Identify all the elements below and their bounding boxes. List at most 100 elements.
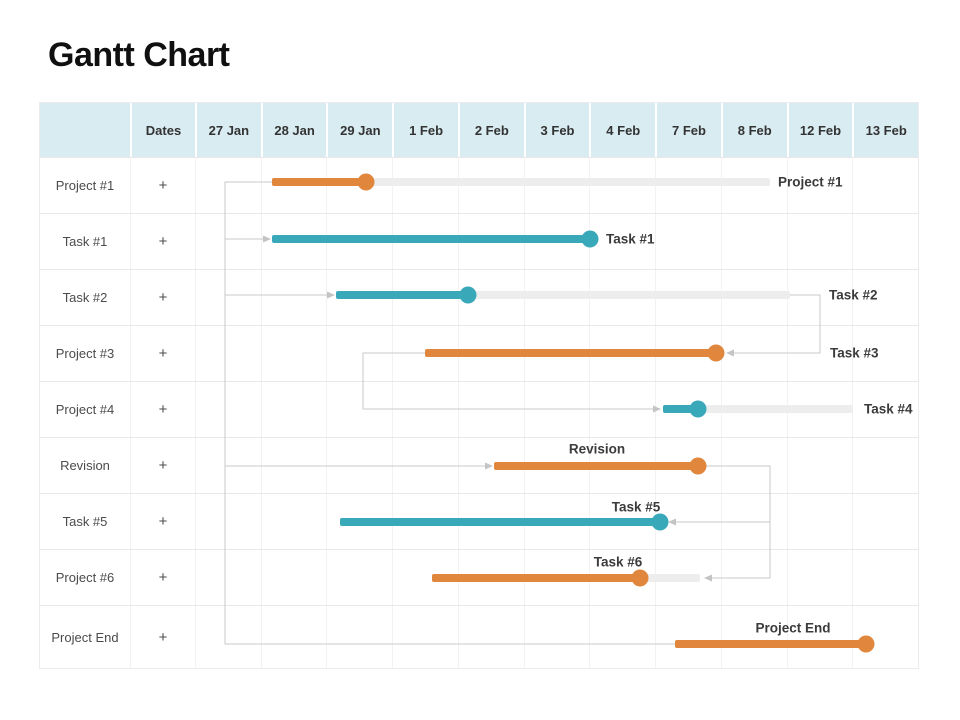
table-header-row: Dates 27 Jan 28 Jan 29 Jan 1 Feb 2 Feb 3 Feb 4… bbox=[40, 103, 918, 157]
grid-cell bbox=[326, 326, 392, 381]
grid-cell bbox=[195, 158, 261, 213]
grid-cell bbox=[392, 326, 458, 381]
grid-cell bbox=[720, 606, 787, 668]
table-row-project-1: Project #1 + bbox=[40, 157, 918, 213]
grid-cell bbox=[392, 382, 458, 437]
expand-button[interactable]: + bbox=[158, 289, 168, 306]
row-dates-cell: + bbox=[130, 382, 195, 437]
table-row-task-2: Task #2 + bbox=[40, 269, 918, 325]
grid-cell bbox=[786, 382, 853, 437]
grid-cell bbox=[523, 494, 590, 549]
expand-button[interactable]: + bbox=[158, 628, 168, 646]
row-label: Project #1 bbox=[55, 178, 115, 193]
grid-cell bbox=[260, 550, 327, 605]
column-header-7-feb: 7 Feb bbox=[655, 103, 721, 157]
expand-button[interactable]: + bbox=[158, 513, 168, 530]
grid-cell bbox=[589, 270, 655, 325]
row-dates-cell: + bbox=[130, 606, 195, 668]
grid-cell bbox=[392, 270, 458, 325]
grid-cell bbox=[655, 326, 721, 381]
grid-cell bbox=[852, 326, 918, 381]
row-dates-cell: + bbox=[130, 270, 195, 325]
row-label: Project #4 bbox=[55, 402, 115, 417]
grid-cell bbox=[392, 606, 458, 668]
grid-cell bbox=[392, 494, 458, 549]
grid-cell bbox=[852, 606, 918, 668]
grid-cell bbox=[392, 158, 458, 213]
grid-cell bbox=[720, 158, 787, 213]
grid-cell bbox=[195, 438, 261, 493]
grid-cell bbox=[589, 326, 655, 381]
grid-cell bbox=[523, 438, 590, 493]
grid-cell bbox=[786, 270, 853, 325]
grid-cell bbox=[786, 214, 853, 269]
grid-cell bbox=[720, 214, 787, 269]
grid-cell bbox=[326, 438, 392, 493]
grid-cell bbox=[523, 214, 590, 269]
grid-cell bbox=[260, 494, 327, 549]
grid-cell bbox=[655, 270, 721, 325]
grid-cell bbox=[852, 494, 918, 549]
grid-cell bbox=[589, 214, 655, 269]
expand-button[interactable]: + bbox=[158, 177, 168, 194]
grid-cell bbox=[260, 326, 327, 381]
grid-cell bbox=[326, 158, 392, 213]
column-header-29-jan: 29 Jan bbox=[326, 103, 392, 157]
grid-cell bbox=[655, 382, 721, 437]
row-label: Task #5 bbox=[62, 514, 108, 529]
expand-button[interactable]: + bbox=[158, 401, 168, 418]
row-label: Task #2 bbox=[62, 290, 108, 305]
expand-button[interactable]: + bbox=[158, 457, 168, 474]
grid-cell bbox=[589, 382, 655, 437]
grid-cell bbox=[852, 438, 918, 493]
table-row-task-1: Task #1 + bbox=[40, 213, 918, 269]
grid-cell bbox=[457, 382, 524, 437]
row-dates-cell: + bbox=[130, 550, 195, 605]
table-row-project-4: Project #4 + bbox=[40, 381, 918, 437]
column-header-2-feb: 2 Feb bbox=[457, 103, 524, 157]
grid-cell bbox=[260, 606, 327, 668]
dates-header-cell: Dates bbox=[130, 103, 195, 157]
table-body: Project #1 + Task #1 + Task #2 + Project #3 + Pr… bbox=[40, 157, 918, 668]
grid-cell bbox=[457, 550, 524, 605]
expand-button[interactable]: + bbox=[158, 233, 168, 250]
grid-cell bbox=[326, 214, 392, 269]
grid-cell bbox=[260, 438, 327, 493]
grid-cell bbox=[720, 438, 787, 493]
grid-cell bbox=[786, 326, 853, 381]
table-row-revision: Revision + bbox=[40, 437, 918, 493]
grid-cell bbox=[720, 550, 787, 605]
column-header-3-feb: 3 Feb bbox=[523, 103, 590, 157]
table-row-project-end: Project End + bbox=[40, 605, 918, 668]
page-title: Gantt Chart bbox=[48, 36, 230, 74]
grid-cell bbox=[852, 158, 918, 213]
row-label: Project #6 bbox=[55, 570, 115, 585]
grid-cell bbox=[195, 270, 261, 325]
grid-cell bbox=[655, 494, 721, 549]
grid-cell bbox=[786, 550, 853, 605]
grid-cell bbox=[195, 606, 261, 668]
expand-button[interactable]: + bbox=[158, 345, 168, 362]
grid-cell bbox=[457, 606, 524, 668]
row-dates-cell: + bbox=[130, 158, 195, 213]
grid-cell bbox=[720, 382, 787, 437]
grid-cell bbox=[195, 326, 261, 381]
grid-cell bbox=[523, 606, 590, 668]
grid-cell bbox=[589, 494, 655, 549]
column-header-4-feb: 4 Feb bbox=[589, 103, 655, 157]
grid-cell bbox=[523, 158, 590, 213]
grid-cell bbox=[589, 158, 655, 213]
grid-cell bbox=[457, 438, 524, 493]
grid-cell bbox=[326, 270, 392, 325]
grid-cell bbox=[523, 550, 590, 605]
grid-cell bbox=[392, 214, 458, 269]
grid-cell bbox=[720, 326, 787, 381]
table-row-project-6: Project #6 + bbox=[40, 549, 918, 605]
expand-button[interactable]: + bbox=[158, 569, 168, 586]
grid-cell bbox=[523, 326, 590, 381]
corner-header-cell bbox=[40, 103, 130, 157]
grid-cell bbox=[392, 438, 458, 493]
grid-cell bbox=[195, 382, 261, 437]
grid-cell bbox=[720, 270, 787, 325]
grid-cell bbox=[457, 494, 524, 549]
